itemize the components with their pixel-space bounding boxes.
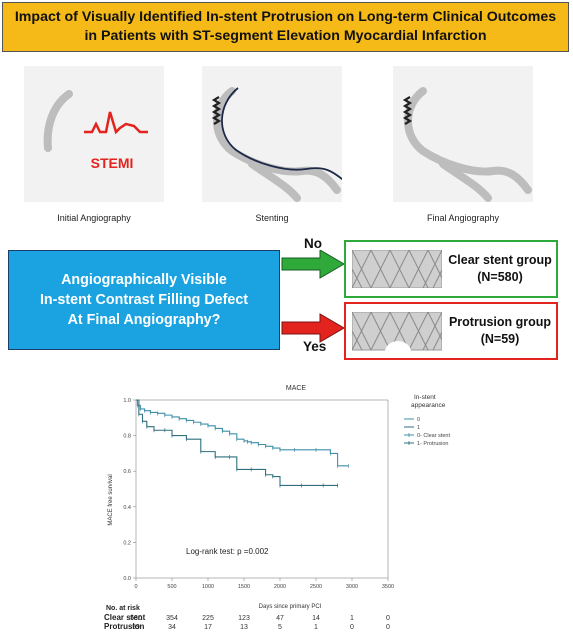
clear-stent-group-box: Clear stent group (N=580) — [344, 240, 558, 298]
log-rank-annotation: Log-rank test: p =0.002 — [186, 547, 269, 556]
question-text: Angiographically Visible In-stent Contra… — [39, 272, 249, 328]
y-axis-label: MACE free survival — [108, 474, 114, 525]
legend-entry: 0- Clear stent — [417, 433, 450, 439]
legend-entry: 1 — [417, 425, 420, 431]
vessel-stump — [43, 90, 73, 152]
risk-table-cell: 354 — [166, 615, 178, 622]
protrusion-mesh-icon — [352, 312, 442, 356]
risk-table-cell: 0 — [386, 615, 390, 622]
risk-table-cell: 225 — [202, 615, 214, 622]
chart-legend: 0 1 0- Clear stent 1- Protrusion — [404, 417, 450, 447]
caption-stenting: Stenting — [255, 213, 289, 223]
x-tick-label: 1500 — [238, 584, 250, 590]
risk-table-cell: 34 — [168, 624, 176, 631]
risk-table-header: No. at risk — [106, 605, 140, 612]
x-tick-label: 3000 — [346, 584, 358, 590]
stenting-illustration — [211, 87, 342, 202]
vessel — [404, 87, 532, 194]
protrusion-group-box: Protrusion group (N=59) — [344, 302, 558, 360]
title-box: Impact of Visually Identified In-stent P… — [2, 2, 569, 52]
yes-arrow — [281, 313, 345, 343]
ecg-waveform — [84, 111, 148, 135]
risk-table-cell: 0 — [350, 624, 354, 631]
clear-stent-group-label: Clear stent group (N=580) — [448, 253, 552, 284]
risk-table-cell: 5 — [278, 624, 282, 631]
yes-label: Yes — [303, 339, 327, 354]
no-arrow — [281, 250, 345, 279]
y-tick-label: 0.6 — [123, 469, 131, 475]
protrusion-group-label: Protrusion group (N=59) — [448, 315, 552, 346]
risk-table-cell: 123 — [238, 615, 250, 622]
y-tick-label: 0.0 — [123, 576, 131, 582]
y-tick-label: 0.8 — [123, 434, 131, 440]
y-tick-label: 1.0 — [123, 398, 131, 404]
plot-frame — [135, 399, 389, 579]
survival-curve-protrusion — [136, 399, 338, 486]
x-tick-label: 2500 — [310, 584, 322, 590]
clear-stent-mesh-icon — [352, 250, 442, 288]
legend-title-line-1: In-stent — [414, 394, 436, 401]
initial-angiography-illustration: STEMI — [43, 90, 148, 171]
x-tick-label: 2000 — [274, 584, 286, 590]
y-tick-label: 0.2 — [123, 540, 131, 546]
chart-series — [136, 399, 349, 488]
branch-arrows — [281, 250, 345, 343]
vessel — [213, 87, 341, 194]
risk-table-cell: 580 — [130, 615, 142, 622]
panel-stenting — [202, 66, 342, 202]
stent-coil — [402, 96, 413, 125]
risk-table-cell: 47 — [276, 615, 284, 622]
question-box: Angiographically Visible In-stent Contra… — [8, 250, 280, 350]
x-tick-label: 1000 — [202, 584, 214, 590]
risk-table-cell: 0 — [386, 624, 390, 631]
survival-curve-clear-stent — [136, 399, 349, 467]
vessel-branch — [248, 160, 301, 202]
legend-title: In-stent appearance — [411, 394, 446, 409]
risk-table-row-label: Protrusion — [104, 622, 145, 631]
x-tick-label: 500 — [167, 584, 176, 590]
no-label: No — [304, 236, 322, 251]
risk-table-cell: 1 — [314, 624, 318, 631]
panel-initial-angiography: STEMI — [24, 66, 164, 202]
risk-table-cell: 14 — [312, 615, 320, 622]
final-angiography-illustration — [402, 87, 532, 202]
caption-initial-angiography: Initial Angiography — [57, 213, 131, 223]
y-tick-label: 0.4 — [123, 505, 131, 511]
figure-title: Impact of Visually Identified In-stent P… — [14, 9, 557, 44]
caption-final-angiography: Final Angiography — [426, 213, 500, 223]
kaplan-meier-chart: MACE MACE free survival Days since prima… — [104, 385, 450, 631]
chart-axes: 0.0 0.2 0.4 0.6 0.8 1.0 0 500 1000 1500 2000 2500 30… — [123, 398, 394, 590]
legend-entry: 0 — [417, 417, 420, 423]
risk-table-row-label: Clear stent — [104, 613, 146, 622]
stent-coil — [211, 96, 222, 125]
x-tick-label: 3500 — [382, 584, 394, 590]
risk-table-cell: 1 — [350, 615, 354, 622]
x-tick-label: 0 — [134, 584, 137, 590]
protrusion-defect — [385, 341, 411, 356]
chart-title: MACE — [286, 385, 307, 392]
guidewire — [221, 87, 342, 181]
stemi-label: STEMI — [91, 155, 134, 171]
risk-table-cell: 13 — [240, 624, 248, 631]
panel-final-angiography — [393, 66, 533, 202]
vessel-branch — [439, 160, 492, 202]
legend-title-line-2: appearance — [411, 402, 446, 409]
x-axis-label: Days since primary PCI — [259, 604, 322, 610]
risk-table-cell: 59 — [132, 624, 140, 631]
risk-table-cell: 17 — [204, 624, 212, 631]
legend-entry: 1- Protrusion — [417, 441, 449, 447]
